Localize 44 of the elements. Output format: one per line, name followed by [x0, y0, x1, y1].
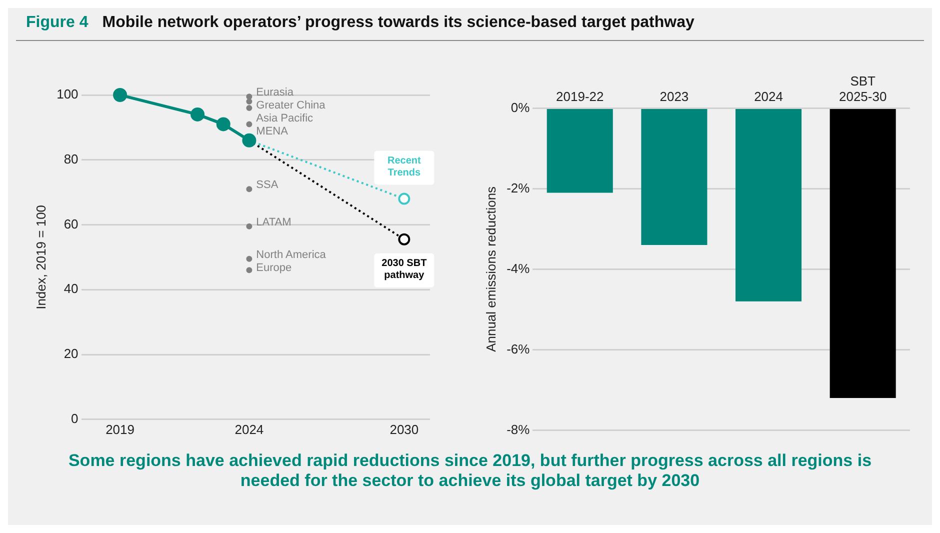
series-label: LATAM — [256, 216, 292, 228]
point — [190, 107, 205, 122]
point — [216, 117, 230, 132]
point — [246, 256, 252, 262]
x-tick-label: 2019-22 — [556, 88, 604, 104]
y-axis-title: Index, 2019 = 100 — [33, 204, 48, 310]
point — [246, 223, 252, 230]
series-label: Europe — [256, 262, 292, 274]
y-tick-label: 80 — [64, 151, 78, 166]
point — [246, 186, 252, 192]
series-label: SSA — [256, 179, 279, 192]
point — [246, 104, 252, 111]
y-tick-label: 0 — [71, 410, 78, 426]
series-label: Greater China — [256, 100, 326, 112]
text: Some regions have achieved rapid reductions since 2019, but further progress across all regions is needed for the sector to achieve its global target by 2030 — [68, 451, 872, 491]
y-tick-label: 0% — [510, 100, 530, 115]
x-tick-label: SBT 2025-30 — [838, 73, 887, 104]
series-label: Asia Pacific — [256, 112, 314, 125]
point — [246, 267, 252, 274]
y-tick-label: -6% — [506, 341, 530, 356]
series-label: North America — [256, 248, 327, 261]
series-label: Eurasia — [256, 86, 294, 99]
y-axis-title: Annual emissions reductions — [483, 186, 498, 352]
y-tick-label: 60 — [64, 216, 78, 232]
y-tick-label: 100 — [56, 86, 78, 102]
series-label: Recent Trends — [387, 156, 422, 179]
point — [113, 88, 128, 102]
chart-subtitle: Figure 4 — [26, 14, 88, 31]
y-tick-label: 40 — [64, 281, 78, 296]
point — [398, 192, 410, 205]
x-tick-label: 2019 — [106, 422, 134, 437]
point — [246, 121, 252, 128]
x-tick-label: 2024 — [754, 88, 783, 104]
series-label: MENA — [256, 126, 289, 138]
y-tick-label: 20 — [64, 346, 78, 362]
chart-title: Mobile network operators’ progress towards its science-based target pathway — [102, 14, 694, 31]
y-tick-label: -4% — [506, 260, 530, 276]
y-tick-label: -8% — [506, 422, 530, 437]
y-tick-label: -2% — [506, 180, 530, 196]
point — [398, 233, 410, 246]
x-tick-label: 2023 — [660, 88, 689, 104]
x-tick-label: 2030 — [390, 422, 419, 437]
text: 2030 SBT pathway — [382, 258, 427, 282]
x-tick-label: 2024 — [234, 422, 264, 437]
